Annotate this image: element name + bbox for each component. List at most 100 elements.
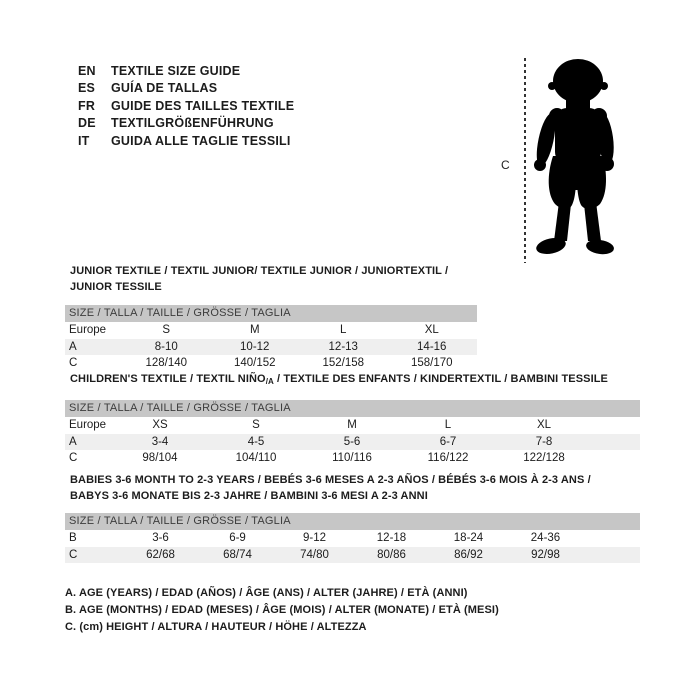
language-item: EN TEXTILE SIZE GUIDE — [78, 62, 294, 80]
size-value: 62/68 — [146, 548, 175, 561]
size-value: 5-6 — [343, 435, 361, 448]
size-value: 10-12 — [240, 340, 270, 353]
row-label: A — [69, 340, 77, 353]
language-list: EN TEXTILE SIZE GUIDE ES GUÍA DE TALLAS FR GU… — [78, 62, 294, 150]
size-value: XL — [424, 324, 439, 337]
size-value: 18-24 — [453, 532, 484, 545]
language-code: FR — [78, 98, 96, 113]
table-title-segment: CHILDREN'S TEXTILE / TEXTIL NIÑO — [70, 373, 266, 385]
size-value: 3-4 — [151, 435, 169, 448]
size-value: 152/158 — [322, 357, 365, 370]
language-item: IT GUIDA ALLE TAGLIE TESSILI — [78, 132, 294, 150]
row-label: Europe — [69, 324, 107, 337]
table-title: BABIES 3-6 MONTH TO 2-3 YEARS / BEBÉS 3-… — [70, 472, 640, 504]
table-title-segment: JUNIOR TEXTILE / TEXTIL JUNIOR/ TEXTILE … — [70, 265, 449, 293]
size-value: 128/140 — [145, 357, 188, 370]
table-title: JUNIOR TEXTILE / TEXTIL JUNIOR/ TEXTILE … — [70, 263, 477, 295]
size-value: 92/98 — [531, 548, 560, 561]
table-title-line: CHILDREN'S TEXTILE / TEXTIL NIÑO/A / TEX… — [70, 371, 640, 390]
language-guide-title: GUIDE DES TAILLES TEXTILE — [111, 98, 295, 113]
table-row: B 3-6 6-9 9-12 12-18 18-24 24-36 — [65, 530, 640, 547]
size-value: 12-18 — [376, 532, 407, 545]
row-label: A — [69, 435, 77, 448]
size-value: 158/170 — [410, 357, 453, 370]
size-header-bar: SIZE / TALLA / TAILLE / GRÖSSE / TAGLIA — [65, 400, 640, 417]
toddler-silhouette-icon — [534, 59, 614, 255]
table-rows: B 3-6 6-9 9-12 12-18 18-24 24-36 C 62/68 68/74 74/… — [65, 530, 640, 563]
table-row: C 98/104 104/110 110/116 116/122 122/128 — [65, 450, 640, 467]
table-title-segment: BABYS 3-6 MONATE BIS 2-3 JAHRE / BAMBINI… — [70, 490, 428, 502]
size-value: S — [162, 324, 171, 337]
baby-figure: C — [495, 55, 635, 270]
language-item: ES GUÍA DE TALLAS — [78, 80, 294, 98]
size-value: M — [347, 419, 357, 432]
size-value: 104/110 — [235, 452, 277, 465]
row-label: B — [69, 532, 77, 545]
language-item: DE TEXTILGRÖßENFÜHRUNG — [78, 115, 294, 133]
row-label: Europe — [69, 419, 107, 432]
size-tables: JUNIOR TEXTILE / TEXTIL JUNIOR/ TEXTILE … — [65, 0, 640, 700]
table-title: CHILDREN'S TEXTILE / TEXTIL NIÑO/A / TEX… — [70, 371, 640, 390]
language-guide-title: TEXTILGRÖßENFÜHRUNG — [111, 116, 274, 131]
footnotes: A. AGE (YEARS) / EDAD (AÑOS) / ÂGE (ANS)… — [65, 585, 499, 636]
size-value: 14-16 — [417, 340, 447, 353]
size-value: 80/86 — [377, 548, 406, 561]
size-value: 8-10 — [154, 340, 178, 353]
size-value: XS — [152, 419, 168, 432]
height-measure-label: C — [501, 158, 510, 172]
row-label: C — [69, 357, 78, 370]
size-value: 3-6 — [152, 532, 169, 545]
language-guide-title: TEXTILE SIZE GUIDE — [111, 63, 241, 78]
size-value: 98/104 — [142, 452, 178, 465]
size-value: 140/152 — [233, 357, 276, 370]
size-value: 7-8 — [535, 435, 553, 448]
size-value: 9-12 — [302, 532, 327, 545]
size-table-section: BABIES 3-6 MONTH TO 2-3 YEARS / BEBÉS 3-… — [65, 472, 640, 563]
size-value: 68/74 — [223, 548, 252, 561]
size-header-bar: SIZE / TALLA / TAILLE / GRÖSSE / TAGLIA — [65, 305, 477, 322]
size-value: 4-5 — [247, 435, 265, 448]
table-rows: Europe XS S M L XL A 3-4 4-5 5-6 6-7 7-8 C 98/104 104/… — [65, 417, 640, 467]
table-title-line: JUNIOR TEXTILE / TEXTIL JUNIOR/ TEXTILE … — [70, 263, 477, 295]
size-value: 116/122 — [427, 452, 469, 465]
size-value: 74/80 — [300, 548, 329, 561]
table-title-line: BABIES 3-6 MONTH TO 2-3 YEARS / BEBÉS 3-… — [70, 472, 640, 488]
language-guide-title: GUIDA ALLE TAGLIE TESSILI — [111, 133, 291, 148]
size-header-bar: SIZE / TALLA / TAILLE / GRÖSSE / TAGLIA — [65, 513, 640, 530]
table-row: C 128/140 140/152 152/158 158/170 — [65, 355, 477, 372]
table-row: Europe XS S M L XL — [65, 417, 640, 434]
size-value: M — [249, 324, 260, 337]
size-value: 12-13 — [328, 340, 358, 353]
size-value: 122/128 — [523, 452, 565, 465]
size-value: L — [340, 324, 347, 337]
size-value: S — [252, 419, 260, 432]
table-title-segment: / TEXTILE DES ENFANTS / KINDERTEXTIL / B… — [273, 373, 608, 385]
row-label: C — [69, 452, 78, 465]
table-row: A 3-4 4-5 5-6 6-7 7-8 — [65, 433, 640, 450]
footnote-line: C. (cm) HEIGHT / ALTURA / HAUTEUR / HÖHE… — [65, 621, 367, 633]
size-value: 24-36 — [530, 532, 561, 545]
footnote-line: B. AGE (MONTHS) / EDAD (MESES) / ÂGE (MO… — [65, 604, 499, 616]
table-rows: Europe S M L XL A 8-10 10-12 12-13 14-16 C 128/140 1… — [65, 322, 477, 372]
language-code: DE — [78, 116, 96, 131]
size-value: 6-7 — [439, 435, 457, 448]
language-code: EN — [78, 63, 96, 78]
table-title-segment: BABIES 3-6 MONTH TO 2-3 YEARS / BEBÉS 3-… — [70, 474, 591, 486]
size-value: L — [444, 419, 452, 432]
size-value: XL — [536, 419, 552, 432]
language-code: ES — [78, 81, 96, 96]
row-label: C — [69, 548, 78, 561]
language-code: IT — [78, 133, 90, 148]
footnote-line: A. AGE (YEARS) / EDAD (AÑOS) / ÂGE (ANS)… — [65, 587, 468, 599]
size-value: 110/116 — [332, 452, 372, 465]
language-item: FR GUIDE DES TAILLES TEXTILE — [78, 97, 294, 115]
table-title-segment: /A — [265, 377, 274, 386]
size-table-section: CHILDREN'S TEXTILE / TEXTIL NIÑO/A / TEX… — [65, 371, 640, 467]
language-guide-title: GUÍA DE TALLAS — [111, 81, 218, 96]
size-value: 86/92 — [454, 548, 483, 561]
size-value: 6-9 — [229, 532, 246, 545]
table-title-line: BABYS 3-6 MONATE BIS 2-3 JAHRE / BAMBINI… — [70, 488, 640, 504]
table-row: A 8-10 10-12 12-13 14-16 — [65, 338, 477, 355]
table-row: Europe S M L XL — [65, 322, 477, 339]
